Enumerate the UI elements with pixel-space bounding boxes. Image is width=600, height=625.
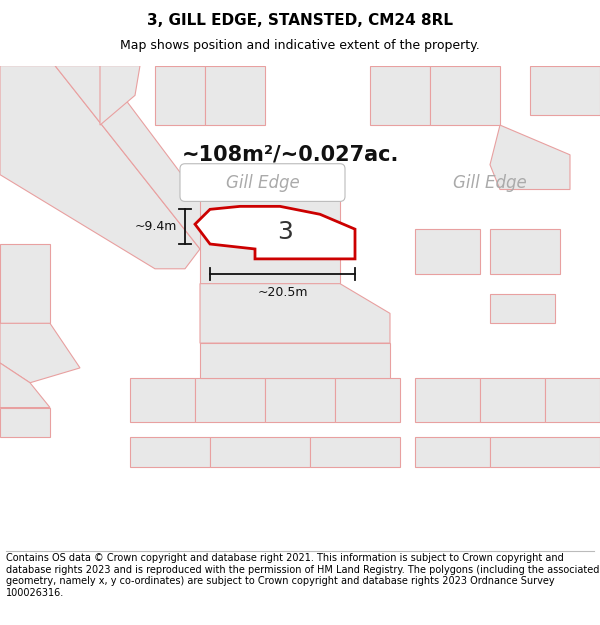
- Polygon shape: [430, 66, 500, 125]
- Polygon shape: [0, 323, 80, 382]
- Polygon shape: [490, 438, 600, 467]
- Polygon shape: [210, 438, 310, 467]
- Polygon shape: [130, 165, 600, 244]
- Polygon shape: [195, 378, 265, 423]
- Text: Contains OS data © Crown copyright and database right 2021. This information is : Contains OS data © Crown copyright and d…: [6, 553, 599, 598]
- Polygon shape: [0, 408, 50, 437]
- Polygon shape: [490, 229, 560, 274]
- Polygon shape: [0, 66, 200, 269]
- Polygon shape: [200, 199, 340, 284]
- Polygon shape: [200, 284, 390, 343]
- Polygon shape: [310, 438, 400, 467]
- Polygon shape: [490, 294, 555, 323]
- Polygon shape: [265, 378, 335, 423]
- Polygon shape: [155, 66, 205, 125]
- Polygon shape: [0, 363, 50, 408]
- Polygon shape: [0, 244, 50, 323]
- Polygon shape: [0, 66, 600, 551]
- Polygon shape: [335, 378, 400, 423]
- Text: ~20.5m: ~20.5m: [257, 286, 308, 299]
- Text: 3, GILL EDGE, STANSTED, CM24 8RL: 3, GILL EDGE, STANSTED, CM24 8RL: [147, 13, 453, 28]
- Text: Gill Edge: Gill Edge: [453, 174, 527, 192]
- Polygon shape: [530, 66, 600, 115]
- Polygon shape: [490, 125, 570, 189]
- Polygon shape: [130, 378, 195, 423]
- Text: Gill Edge: Gill Edge: [226, 174, 300, 192]
- Text: 3: 3: [277, 220, 293, 244]
- Polygon shape: [415, 438, 490, 467]
- Polygon shape: [0, 66, 215, 323]
- Polygon shape: [200, 343, 390, 377]
- Polygon shape: [55, 66, 245, 259]
- Polygon shape: [370, 66, 430, 125]
- Polygon shape: [100, 66, 140, 125]
- Polygon shape: [480, 378, 545, 423]
- Text: ~9.4m: ~9.4m: [134, 220, 177, 233]
- Text: ~108m²/~0.027ac.: ~108m²/~0.027ac.: [181, 145, 398, 165]
- Polygon shape: [415, 229, 480, 274]
- Polygon shape: [130, 438, 210, 467]
- Polygon shape: [195, 206, 355, 259]
- Polygon shape: [205, 66, 265, 125]
- Polygon shape: [415, 378, 480, 423]
- Text: Map shows position and indicative extent of the property.: Map shows position and indicative extent…: [120, 39, 480, 52]
- FancyBboxPatch shape: [180, 164, 345, 201]
- Polygon shape: [545, 378, 600, 423]
